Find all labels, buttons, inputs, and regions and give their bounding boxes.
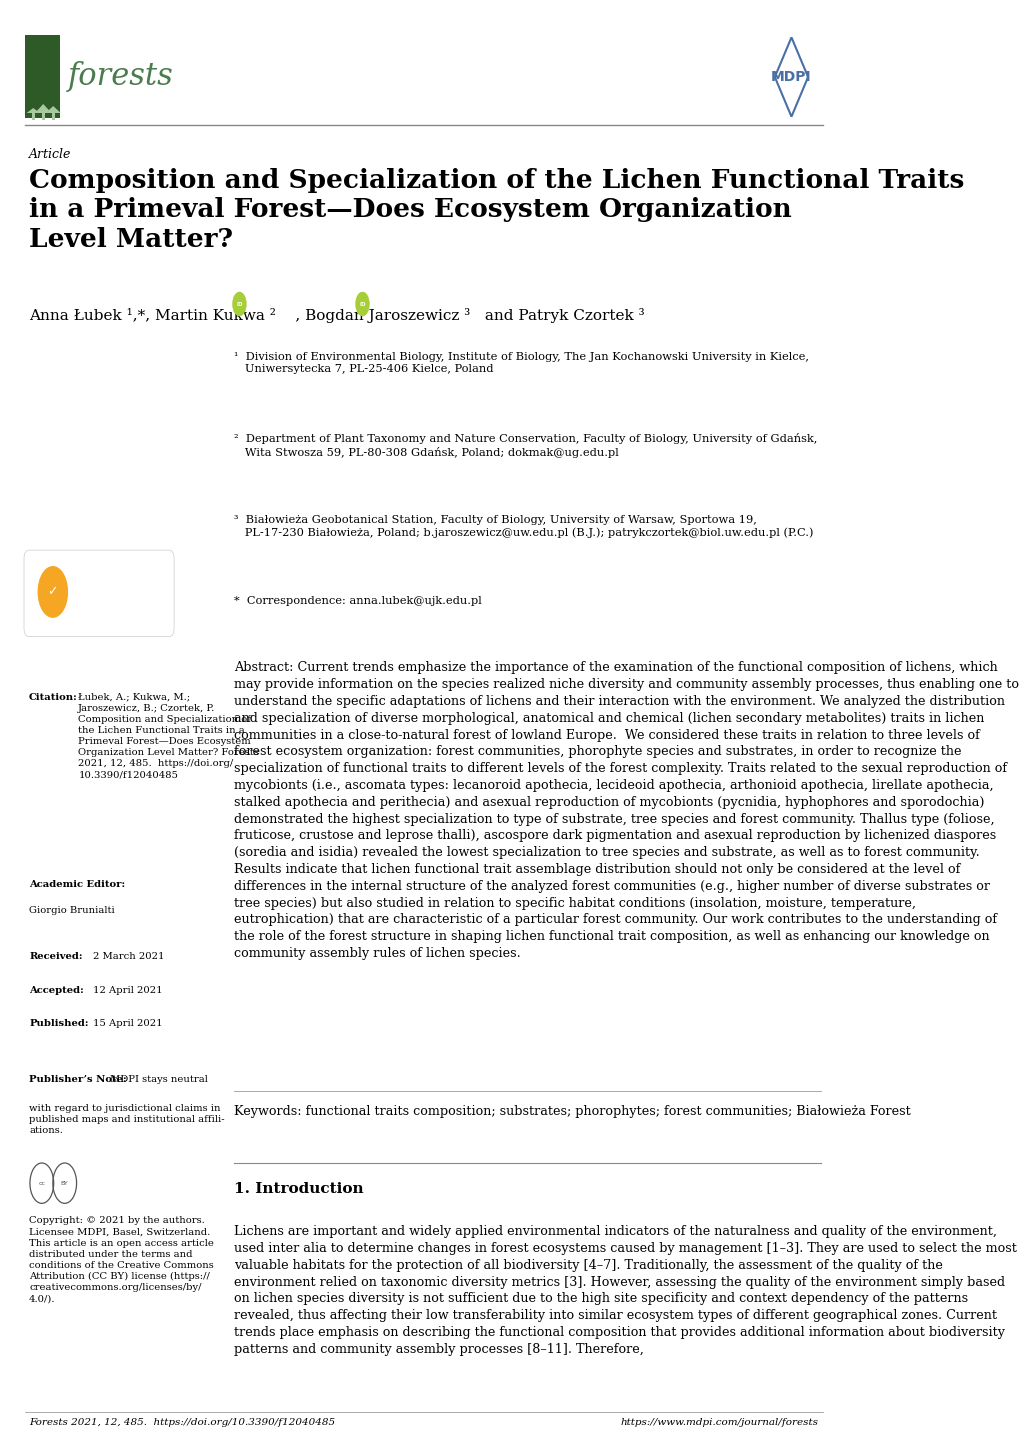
Text: with regard to jurisdictional claims in
published maps and institutional affili-: with regard to jurisdictional claims in … [30, 1105, 224, 1135]
Text: MDPI stays neutral: MDPI stays neutral [110, 1076, 207, 1084]
Text: check for: check for [85, 575, 119, 585]
Text: MDPI: MDPI [770, 71, 811, 84]
Text: 15 April 2021: 15 April 2021 [93, 1019, 162, 1028]
Circle shape [232, 291, 247, 316]
Text: iD: iD [359, 301, 366, 307]
Circle shape [38, 567, 68, 619]
Text: updates: updates [85, 600, 119, 610]
Text: Forests 2021, 12, 485.  https://doi.org/10.3390/f12040485: Forests 2021, 12, 485. https://doi.org/1… [30, 1417, 335, 1428]
Text: Abstract: Current trends emphasize the importance of the examination of the func: Abstract: Current trends emphasize the i… [234, 662, 1018, 960]
Text: Received:: Received: [30, 953, 83, 962]
Text: Citation:: Citation: [30, 694, 77, 702]
Text: Łubek, A.; Kukwa, M.;
Jaroszewicz, B.; Czortek, P.
Composition and Specializatio: Łubek, A.; Kukwa, M.; Jaroszewicz, B.; C… [78, 694, 259, 780]
Text: ¹  Division of Environmental Biology, Institute of Biology, The Jan Kochanowski : ¹ Division of Environmental Biology, Ins… [234, 352, 809, 375]
Polygon shape [32, 112, 35, 120]
Text: forests: forests [68, 62, 174, 92]
Circle shape [355, 291, 369, 316]
Polygon shape [46, 107, 61, 112]
Text: Giorgio Brunialti: Giorgio Brunialti [30, 907, 115, 916]
Text: Composition and Specialization of the Lichen Functional Traits
in a Primeval For: Composition and Specialization of the Li… [30, 169, 964, 252]
Polygon shape [35, 104, 52, 112]
Polygon shape [26, 108, 40, 112]
Text: Keywords: functional traits composition; substrates; phorophytes; forest communi: Keywords: functional traits composition;… [234, 1106, 910, 1119]
Text: Published:: Published: [30, 1019, 89, 1028]
Text: https://www.mdpi.com/journal/forests: https://www.mdpi.com/journal/forests [621, 1417, 818, 1428]
FancyBboxPatch shape [24, 35, 60, 118]
Text: ²  Department of Plant Taxonomy and Nature Conservation, Faculty of Biology, Uni: ² Department of Plant Taxonomy and Natur… [234, 434, 817, 459]
Text: ³  Białowieża Geobotanical Station, Faculty of Biology, University of Warsaw, Sp: ³ Białowieża Geobotanical Station, Facul… [234, 515, 813, 538]
Text: Accepted:: Accepted: [30, 986, 84, 995]
FancyBboxPatch shape [24, 551, 174, 637]
Text: Academic Editor:: Academic Editor: [30, 881, 125, 890]
Text: 12 April 2021: 12 April 2021 [93, 986, 162, 995]
Text: Publisher’s Note:: Publisher’s Note: [30, 1076, 126, 1084]
Text: 2 March 2021: 2 March 2021 [93, 953, 164, 962]
Text: iD: iD [236, 301, 243, 307]
Polygon shape [42, 112, 45, 120]
Text: *  Correspondence: anna.lubek@ujk.edu.pl: * Correspondence: anna.lubek@ujk.edu.pl [234, 597, 482, 607]
Polygon shape [52, 112, 55, 120]
Text: Anna Łubek ¹,*, Martin Kukwa ²    , Bogdan Jaroszewicz ³   and Patryk Czortek ³: Anna Łubek ¹,*, Martin Kukwa ² , Bogdan … [30, 309, 644, 323]
Text: Article: Article [30, 149, 71, 162]
Text: Copyright: © 2021 by the authors.
Licensee MDPI, Basel, Switzerland.
This articl: Copyright: © 2021 by the authors. Licens… [30, 1217, 214, 1304]
Text: 1. Introduction: 1. Introduction [234, 1182, 364, 1195]
Text: Lichens are important and widely applied environmental indicators of the natural: Lichens are important and widely applied… [234, 1226, 1016, 1355]
Text: BY: BY [61, 1181, 68, 1185]
Text: cc: cc [39, 1181, 45, 1185]
Text: ✓: ✓ [48, 585, 58, 598]
